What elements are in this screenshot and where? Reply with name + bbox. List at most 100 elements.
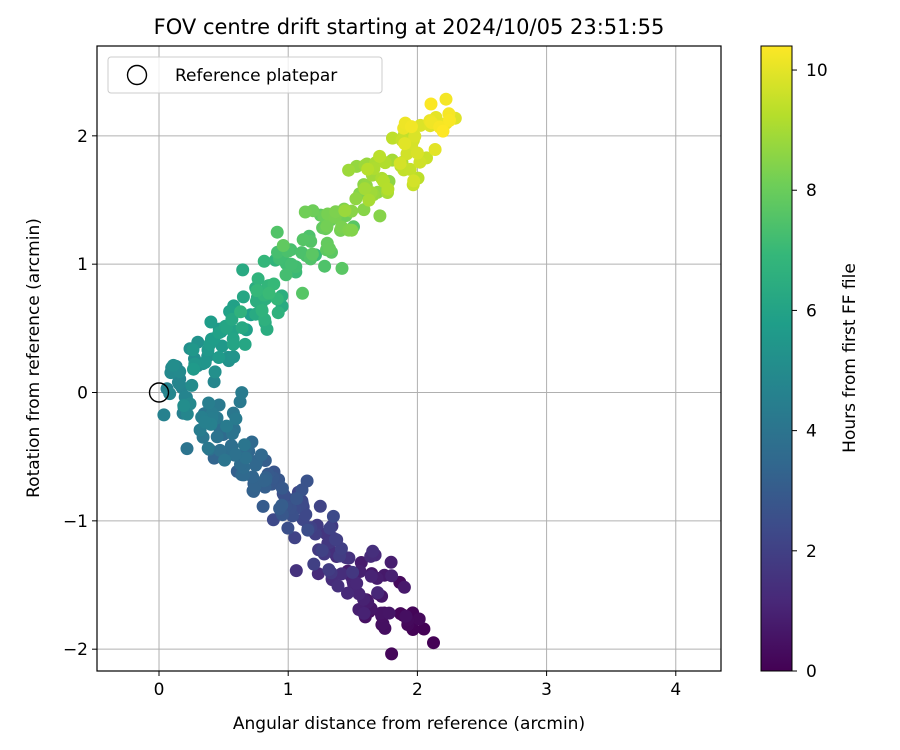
colorbar-tick-label: 6 (806, 301, 817, 321)
data-point (166, 358, 180, 372)
data-point (385, 647, 399, 661)
data-point (186, 343, 200, 357)
data-point (271, 306, 285, 320)
data-point (349, 192, 363, 206)
data-point (226, 337, 240, 351)
data-point (255, 304, 269, 317)
data-point (410, 146, 424, 160)
data-point (301, 523, 315, 537)
colorbar-tick-label: 0 (806, 662, 817, 682)
legend: Reference platepar (107, 56, 383, 94)
data-point (384, 555, 398, 569)
data-point (397, 580, 411, 594)
data-points (157, 92, 462, 661)
colorbar-label: Hours from first FF file (840, 263, 860, 453)
data-point (362, 193, 376, 207)
data-point (257, 254, 271, 268)
data-point (424, 97, 438, 111)
data-point (350, 576, 364, 590)
data-point (296, 233, 310, 247)
data-point (403, 162, 417, 176)
data-point (399, 609, 413, 623)
data-point (202, 396, 216, 410)
colorbar (760, 45, 793, 672)
data-point (361, 162, 375, 176)
legend-label: Reference platepar (175, 66, 337, 86)
data-point (290, 492, 304, 506)
data-point (338, 204, 352, 218)
data-point (198, 415, 212, 429)
data-point (262, 286, 276, 300)
data-point (412, 612, 426, 626)
data-point (238, 438, 251, 452)
data-point (393, 156, 407, 170)
data-point (157, 408, 171, 422)
data-point (373, 149, 387, 163)
data-point (275, 481, 289, 495)
x-axis-label: Angular distance from reference (arcmin) (233, 714, 585, 734)
data-point (198, 355, 212, 369)
data-point (342, 163, 356, 177)
plot-frame (96, 45, 722, 672)
data-point (307, 557, 321, 571)
data-point (279, 268, 293, 282)
y-axis-label: Rotation from reference (arcmin) (24, 218, 44, 498)
data-point (218, 453, 232, 467)
y-tick-label: −2 (63, 640, 88, 660)
data-point (239, 451, 253, 465)
data-point (270, 225, 284, 239)
data-point (326, 509, 340, 523)
data-point (417, 622, 431, 636)
data-point (318, 259, 332, 273)
data-point (428, 143, 442, 156)
data-point (284, 257, 298, 271)
data-point (236, 263, 250, 277)
data-point (373, 209, 387, 223)
data-point (251, 272, 265, 286)
data-point (254, 448, 268, 462)
y-tick-label: −1 (63, 512, 88, 532)
y-tick-label: 1 (77, 255, 88, 275)
chart-title: FOV centre drift starting at 2024/10/05 … (154, 15, 665, 39)
data-point (346, 565, 360, 579)
data-point (381, 182, 395, 196)
data-point (305, 247, 319, 261)
data-point (207, 375, 221, 389)
y-tick-label: 2 (77, 127, 88, 147)
data-point (335, 567, 348, 581)
data-point (256, 499, 270, 513)
legend-box (107, 56, 383, 94)
data-point (407, 174, 421, 188)
data-point (331, 579, 345, 593)
data-point (275, 498, 289, 512)
data-point (341, 586, 354, 600)
data-point (335, 261, 349, 275)
data-point (315, 544, 329, 557)
colorbar-tick-label: 8 (806, 181, 817, 201)
data-point (439, 92, 453, 106)
data-point (288, 531, 302, 545)
data-point (400, 147, 414, 161)
data-point (322, 563, 336, 577)
data-point (366, 544, 380, 558)
data-point (382, 606, 396, 620)
data-point (289, 564, 303, 578)
data-point (227, 350, 241, 364)
data-point (345, 223, 359, 237)
data-point (296, 286, 309, 300)
data-point (371, 586, 385, 600)
data-point (398, 137, 412, 151)
data-point (249, 458, 263, 472)
data-point (235, 386, 249, 400)
data-point (250, 284, 264, 298)
data-point (299, 508, 313, 521)
x-tick-label: 0 (154, 680, 165, 700)
data-point (276, 239, 290, 252)
data-point (177, 399, 191, 413)
data-point (364, 569, 378, 583)
data-point (172, 377, 186, 391)
data-point (257, 474, 271, 488)
reference-platepar-marker (148, 382, 170, 403)
data-point (187, 362, 200, 376)
